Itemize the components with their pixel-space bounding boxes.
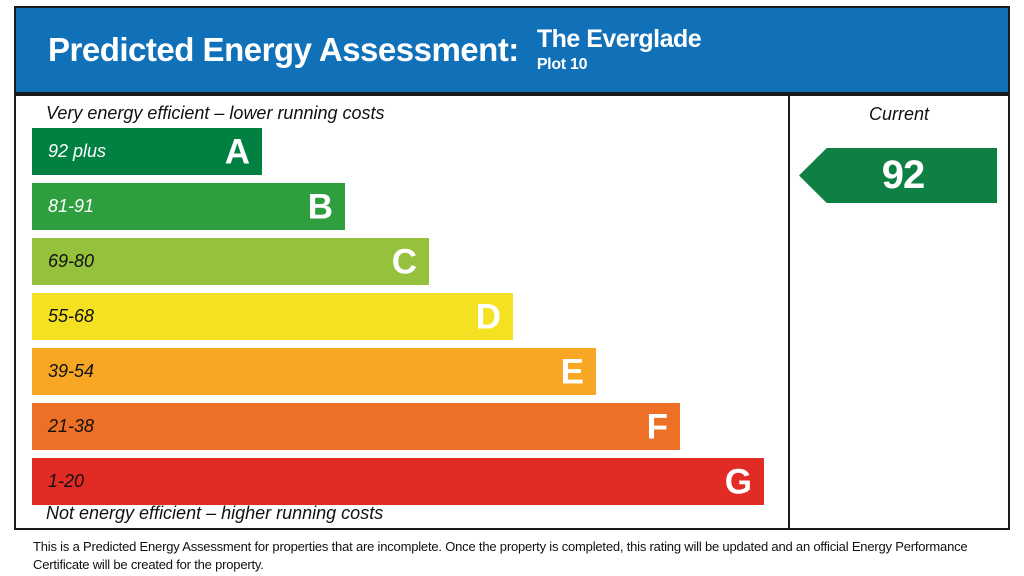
property-info: The Everglade Plot 10 xyxy=(519,25,702,74)
band-range-label: 21-38 xyxy=(48,416,95,436)
band-range-label: 92 plus xyxy=(48,141,107,161)
property-name: The Everglade xyxy=(536,25,702,54)
band-range-label: 39-54 xyxy=(48,361,95,381)
band-letter: E xyxy=(560,352,584,391)
epc-chart: Very energy efficient – lower running co… xyxy=(14,94,1010,530)
band-row-a: 92 plus A xyxy=(32,128,262,175)
band-letter: F xyxy=(646,407,668,446)
footer-disclaimer: This is a Predicted Energy Assessment fo… xyxy=(33,539,968,572)
band-letter: D xyxy=(475,297,501,336)
current-rating-value: 92 xyxy=(881,153,925,197)
band-range-label: 1-20 xyxy=(48,471,85,491)
page-title: Predicted Energy Assessment: xyxy=(48,31,519,68)
band-row-c: 69-80 C xyxy=(32,238,429,285)
bottom-caption: Not energy efficient – higher running co… xyxy=(46,503,384,523)
band-row-g: 1-20 G xyxy=(32,458,764,505)
property-plot: Plot 10 xyxy=(536,55,588,73)
band-range-label: 55-68 xyxy=(48,306,95,326)
current-rating-arrow: 92 xyxy=(799,148,997,203)
top-caption: Very energy efficient – lower running co… xyxy=(46,103,385,123)
band-row-f: 21-38 F xyxy=(32,403,680,450)
band-letter: G xyxy=(724,462,752,501)
band-row-d: 55-68 D xyxy=(32,293,513,340)
band-range-label: 81-91 xyxy=(48,196,95,216)
header-banner: Predicted Energy Assessment: The Evergla… xyxy=(14,6,1010,94)
rating-bands-pane: Very energy efficient – lower running co… xyxy=(16,96,790,528)
current-column-header: Current xyxy=(868,104,930,124)
band-range-label: 69-80 xyxy=(48,251,95,271)
band-letter: C xyxy=(391,242,417,281)
band-row-b: 81-91 B xyxy=(32,183,345,230)
band-row-e: 39-54 E xyxy=(32,348,596,395)
band-letter: B xyxy=(307,187,333,226)
band-letter: A xyxy=(224,132,250,171)
bands: 92 plus A 81-91 B 69-80 C 55-68 D 39-54 E 21-38 F 1-… xyxy=(32,128,764,513)
current-rating-pane: Current 92 xyxy=(790,96,1008,528)
